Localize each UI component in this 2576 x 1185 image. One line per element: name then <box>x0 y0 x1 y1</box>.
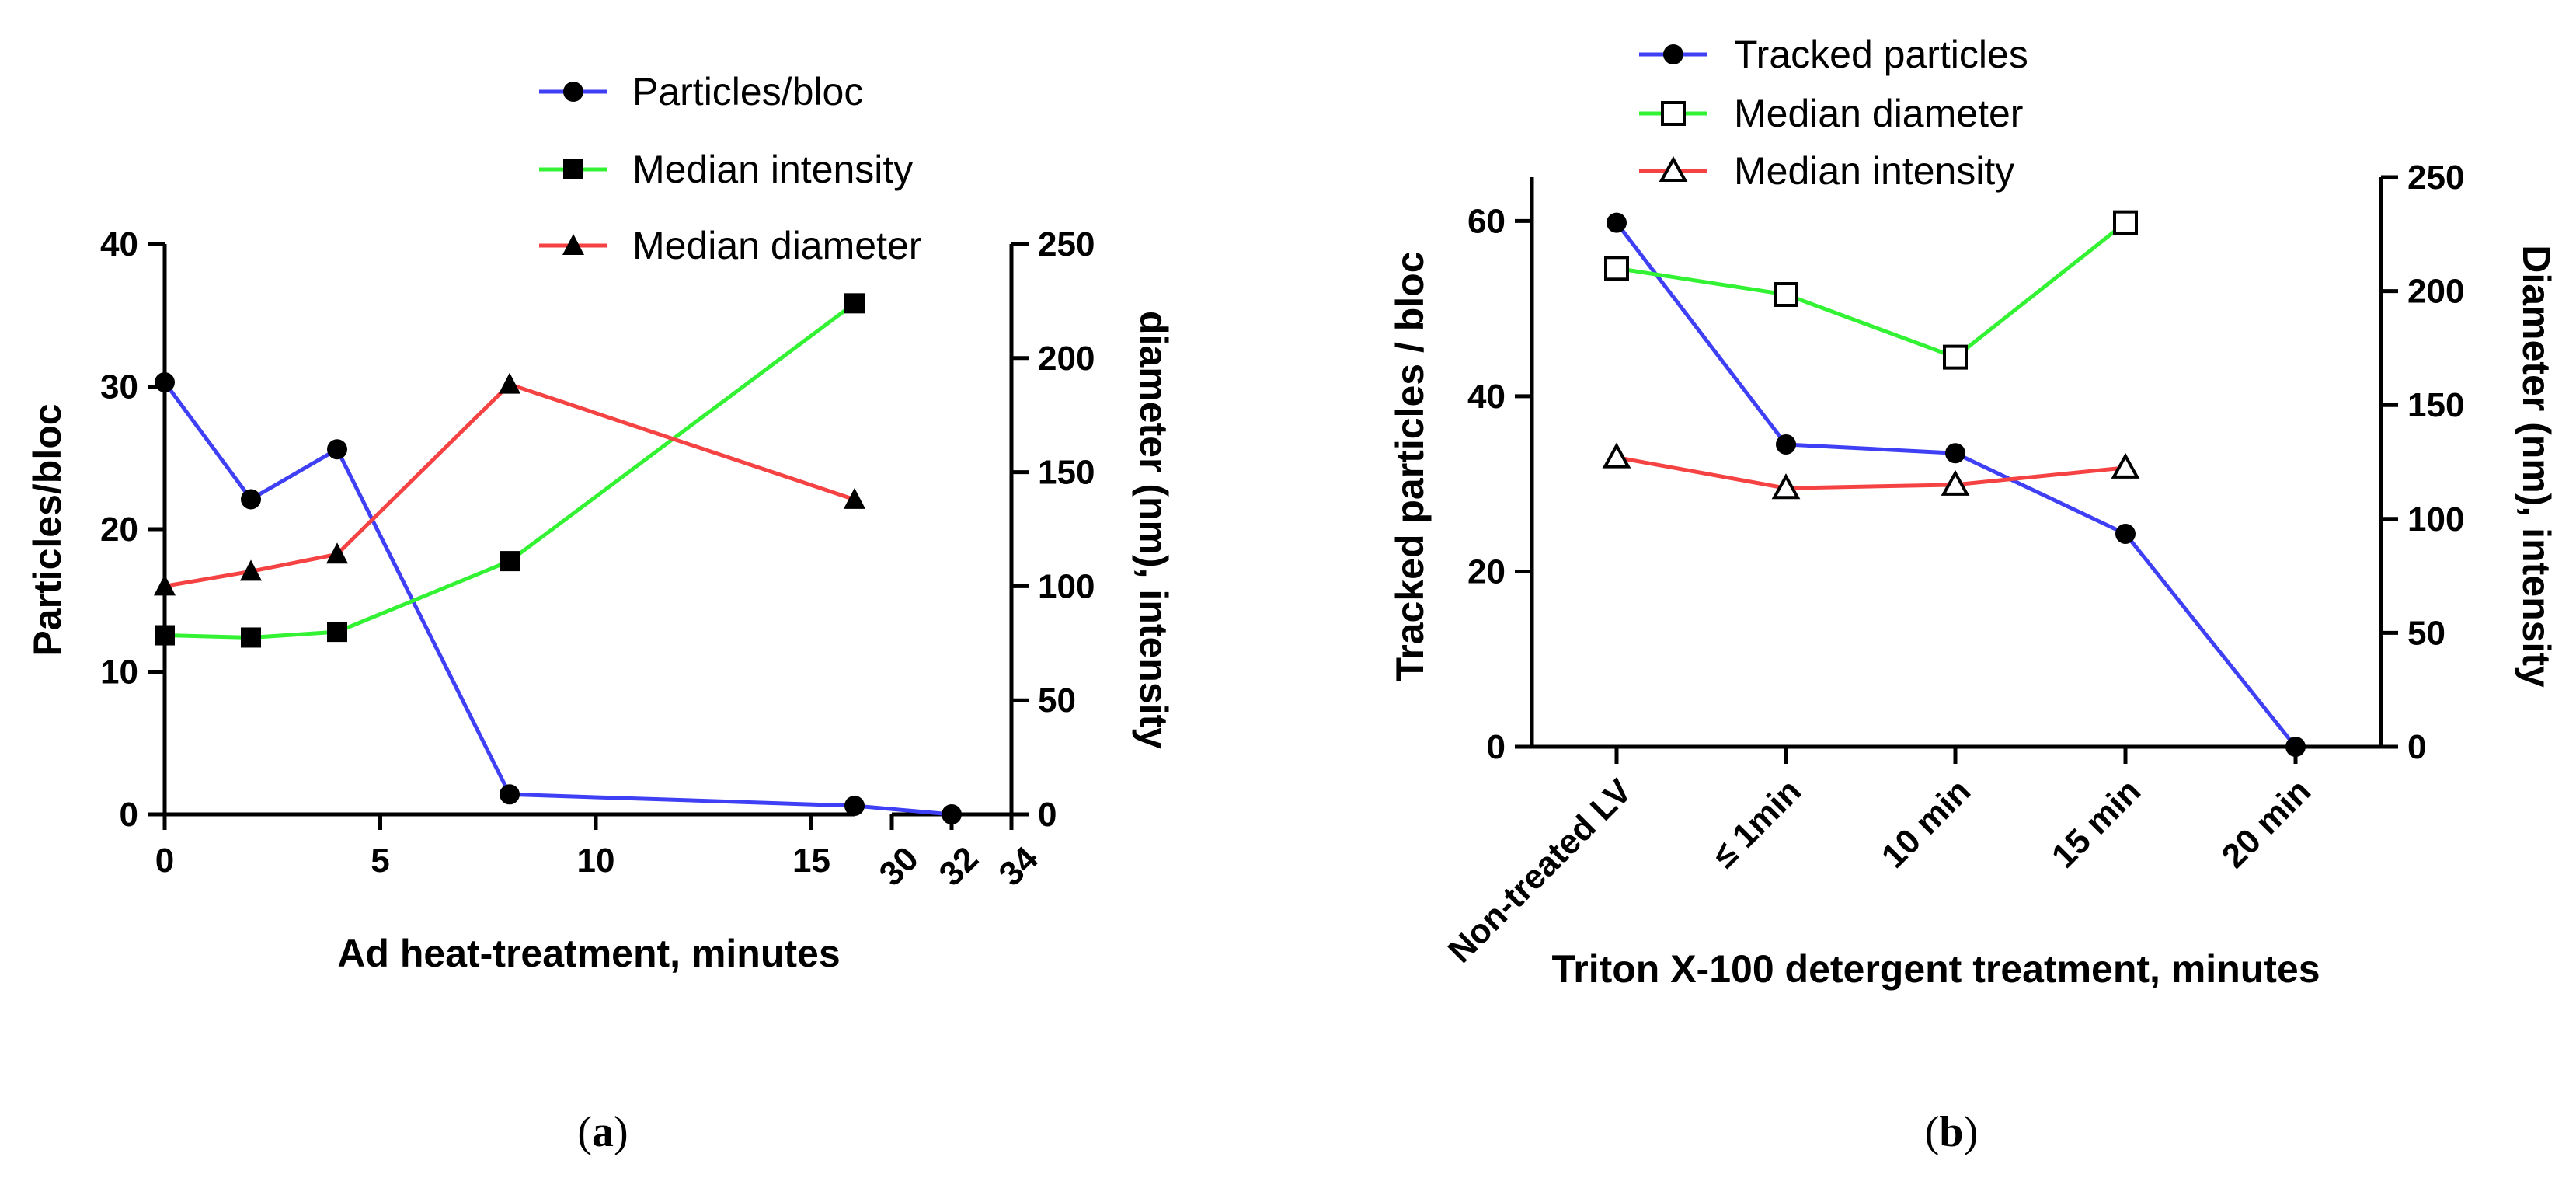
chart-panel-b: Tracked particles Median diameter Median i… <box>1388 33 2558 1156</box>
data-point-a-1 <box>500 551 520 572</box>
y-tick-label-right-a: 100 <box>1038 567 1095 605</box>
data-point-a-2 <box>499 372 520 394</box>
y-tick-label-left-a: 0 <box>120 796 138 834</box>
x-tick-label-b: 15 min <box>2045 772 2148 875</box>
data-point-a-1 <box>241 627 261 648</box>
data-point-a-1 <box>327 622 347 643</box>
x-tick-label-b: 10 min <box>1875 772 1978 875</box>
y-tick-label-right-a: 250 <box>1038 225 1095 263</box>
data-point-b-2 <box>1941 469 1970 496</box>
x-tick-label-b: ≤ 1min <box>1705 772 1808 875</box>
data-point-a-0 <box>844 795 865 816</box>
series-line-b-1 <box>1616 221 2127 360</box>
y-tick-label-right-b: 150 <box>2407 386 2464 424</box>
data-point-b-1 <box>1604 256 1629 281</box>
legend-label-b: Tracked particles <box>1734 33 2028 76</box>
y-tick-label-right-b: 100 <box>2407 500 2464 538</box>
legend-marker-b <box>1661 101 1686 126</box>
y-tick-label-left-a: 30 <box>100 368 138 406</box>
legend-marker-b <box>1659 155 1688 182</box>
legend-marker-b <box>1663 44 1683 64</box>
series-a <box>154 293 962 824</box>
legend-a: Particles/bloc Median intensity Median dia… <box>539 70 921 267</box>
x-axis-title-a: Ad heat-treatment, minutes <box>337 932 840 975</box>
x-tick-label-a-seg2: 32 <box>932 839 986 893</box>
data-point-b-0 <box>2285 737 2306 757</box>
series-line-a-1 <box>164 301 856 640</box>
legend-label-a: Median diameter <box>632 224 921 267</box>
y-tick-label-left-b: 0 <box>1487 728 1506 766</box>
data-point-a-0 <box>500 784 520 805</box>
y-tick-label-right-a: 150 <box>1038 454 1095 492</box>
data-point-a-0 <box>327 439 347 460</box>
x-tick-label-a: 15 <box>792 842 830 880</box>
x-tick-label-a: 0 <box>155 842 174 880</box>
y-tick-label-left-b: 20 <box>1467 552 1506 591</box>
panel-label-b: (b) <box>1925 1108 1978 1156</box>
y-axis-title-left-a: Particles/bloc <box>26 403 69 656</box>
chart-panel-a: Particles/bloc Median intensity Median dia… <box>26 70 1175 1156</box>
legend-label-a: Median intensity <box>632 148 913 191</box>
x-tick-label-b: Non-treated LV <box>1441 772 1640 971</box>
x-axis-title-b: Triton X-100 detergent treatment, minute… <box>1551 947 2320 991</box>
legend-marker-a <box>562 234 584 255</box>
y-tick-label-right-b: 50 <box>2407 614 2445 652</box>
series-b <box>1602 210 2306 757</box>
x-tick-label-a-seg2: 34 <box>992 839 1046 894</box>
data-point-a-2 <box>240 559 262 581</box>
y-tick-label-left-b: 40 <box>1467 378 1506 416</box>
y-tick-label-left-b: 60 <box>1467 202 1506 240</box>
x-tick-label-b: 20 min <box>2215 772 2318 875</box>
data-point-a-2 <box>326 542 348 564</box>
data-point-a-2 <box>154 574 176 596</box>
y-tick-label-left-a: 20 <box>100 511 138 549</box>
data-point-a-1 <box>844 293 865 314</box>
legend-b: Tracked particles Median diameter Median i… <box>1639 33 2028 193</box>
data-point-b-0 <box>1776 434 1796 455</box>
data-point-b-1 <box>2113 210 2138 235</box>
y-tick-label-right-b: 250 <box>2407 159 2464 197</box>
y-tick-label-left-a: 10 <box>100 653 138 692</box>
y-tick-label-right-a: 50 <box>1038 681 1076 720</box>
y-tick-label-right-a: 200 <box>1038 340 1095 378</box>
panel-label-a: (a) <box>577 1108 628 1156</box>
data-point-a-0 <box>942 804 962 824</box>
y-tick-label-right-a: 0 <box>1038 796 1057 834</box>
series-line-a-0 <box>162 381 952 817</box>
x-tick-label-a: 5 <box>371 842 389 880</box>
y-tick-label-left-a: 40 <box>100 225 138 263</box>
data-point-a-0 <box>155 371 175 392</box>
axes-b: 0 20 40 60 0 50 100 150 200 250 Non-treated LV ≤ 1m… <box>1441 159 2465 971</box>
data-point-a-1 <box>155 625 175 646</box>
y-tick-label-right-b: 0 <box>2407 728 2426 766</box>
y-axis-title-right-a: diameter (nm), intensity <box>1132 311 1175 749</box>
data-point-b-2 <box>1771 473 1801 500</box>
y-axis-title-right-b: Diameter (nm), intensity <box>2515 245 2558 688</box>
legend-label-b: Median diameter <box>1734 92 2023 135</box>
data-point-b-2 <box>1602 442 1631 469</box>
data-point-b-1 <box>1943 344 1968 370</box>
x-tick-label-a-seg2: 30 <box>872 839 926 893</box>
legend-label-a: Particles/bloc <box>632 70 863 113</box>
data-point-b-0 <box>2115 523 2136 544</box>
y-tick-label-right-b: 200 <box>2407 273 2464 311</box>
data-point-a-0 <box>241 489 261 510</box>
data-point-b-0 <box>1945 443 1965 464</box>
data-point-b-2 <box>2111 452 2140 479</box>
data-point-a-2 <box>844 487 865 509</box>
data-point-b-0 <box>1607 212 1627 233</box>
legend-marker-a <box>563 82 583 102</box>
series-line-b-2 <box>1616 455 2126 490</box>
data-point-b-1 <box>1774 281 1798 307</box>
x-tick-label-a: 10 <box>577 842 615 880</box>
y-axis-title-left-b: Tracked particles / bloc <box>1388 251 1432 681</box>
legend-marker-a <box>563 159 583 179</box>
legend-label-b: Median intensity <box>1734 149 2014 193</box>
